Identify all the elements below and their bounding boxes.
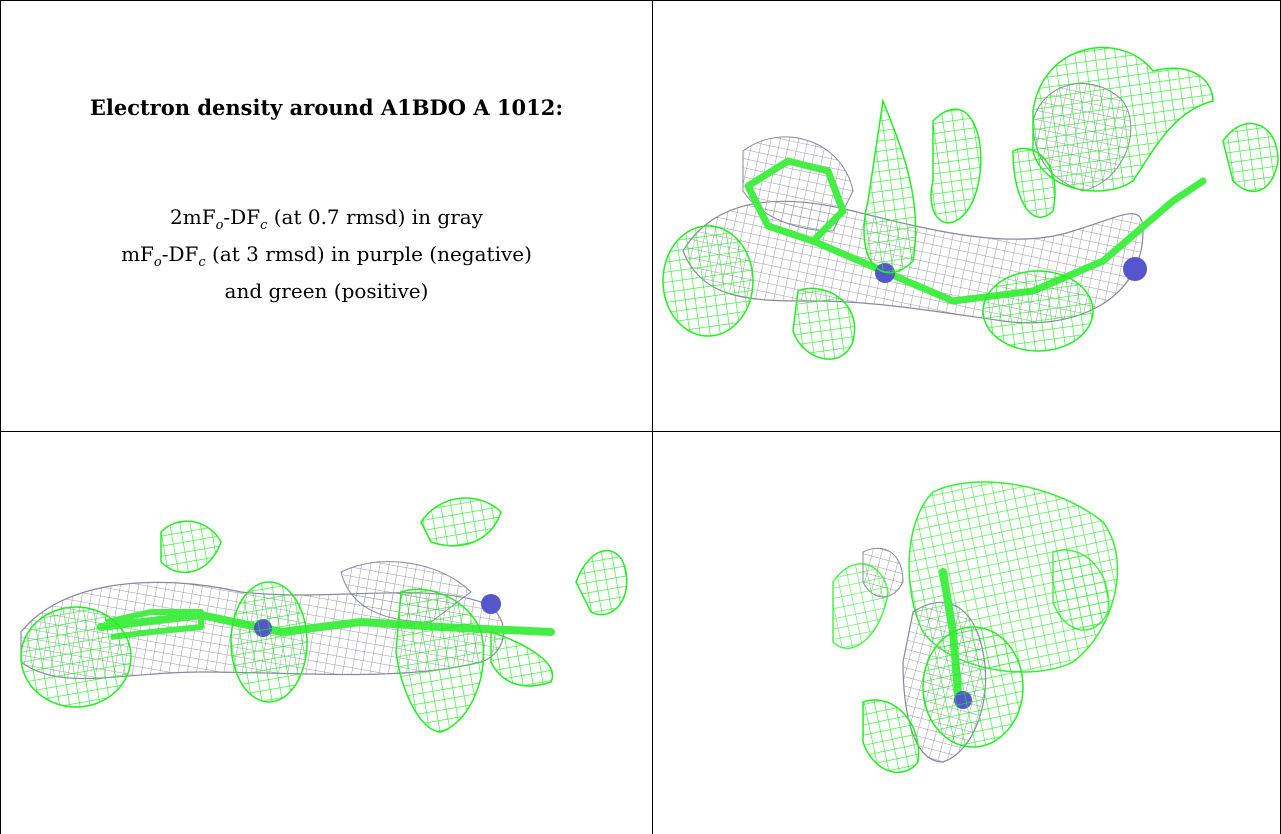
legend-line1-rest: (at 0.7 rmsd) in gray (267, 205, 483, 229)
density-panel-front (653, 1, 1280, 431)
legend-line2-part-b: -DF (162, 242, 199, 266)
legend-line2-rest: (at 3 rmsd) in purple (negative) (206, 242, 532, 266)
green-density-blob (983, 271, 1093, 351)
nitrogen-atom (1123, 257, 1147, 281)
green-density-blob (864, 101, 916, 273)
green-density-blob (1223, 124, 1278, 192)
green-density-blob (931, 109, 981, 223)
density-panel-end (653, 432, 1280, 833)
legend-line2-part-a: mF (121, 242, 154, 266)
legend-line1-part-a: 2mF (170, 205, 216, 229)
green-density-blob (663, 226, 753, 336)
green-density-blob (161, 521, 221, 572)
legend-title: Electron density around A1BDO A 1012: (0, 95, 653, 120)
legend-line-positive: and green (positive) (0, 277, 653, 305)
green-density-blob (231, 582, 307, 702)
legend-cell: Electron density around A1BDO A 1012: 2m… (0, 0, 653, 432)
density-image-end (653, 432, 1280, 833)
green-density-blob (491, 632, 553, 686)
nitrogen-atom (481, 594, 501, 614)
density-image-front (653, 1, 1280, 431)
legend-line-mfo: mFo-DFc (at 3 rmsd) in purple (negative) (0, 240, 653, 277)
legend-line2-sub-a: o (154, 255, 162, 270)
density-panel-side (1, 432, 652, 833)
green-density-blob (421, 498, 501, 546)
legend-line1-part-b: -DF (223, 205, 260, 229)
green-density-blob (21, 607, 131, 707)
green-density-blob (576, 551, 627, 615)
legend-line-2mfo: 2mFo-DFc (at 0.7 rmsd) in gray (0, 203, 653, 240)
legend-line2-sub-b: c (198, 255, 205, 270)
green-density-blob (1033, 48, 1213, 191)
density-image-side (1, 432, 652, 833)
legend-text: 2mFo-DFc (at 0.7 rmsd) in gray mFo-DFc (… (0, 203, 653, 305)
green-density-blob (923, 627, 1023, 747)
green-density-blob (833, 564, 888, 648)
